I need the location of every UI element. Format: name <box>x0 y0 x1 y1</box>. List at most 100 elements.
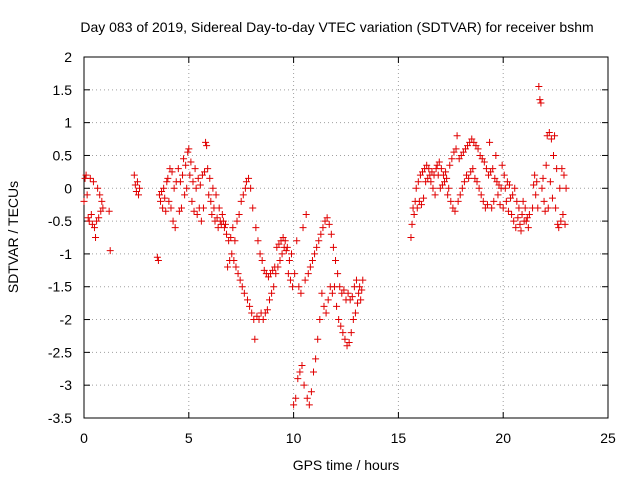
data-point <box>294 375 302 383</box>
data-point <box>297 289 305 297</box>
data-point <box>349 316 357 324</box>
data-point <box>333 302 341 310</box>
data-point <box>357 296 365 304</box>
data-point <box>561 220 569 228</box>
y-tick-label: -0.5 <box>48 213 72 229</box>
data-point <box>186 171 194 179</box>
data-point <box>496 201 504 209</box>
data-point <box>448 155 456 163</box>
data-point <box>86 174 94 182</box>
data-point <box>228 250 236 258</box>
data-point <box>160 184 168 192</box>
grid-layer <box>84 57 608 418</box>
data-point <box>307 388 315 396</box>
data-point <box>479 197 487 205</box>
y-tick-label: -2.5 <box>48 344 72 360</box>
y-tick-label: -1 <box>60 246 73 262</box>
data-point <box>540 197 548 205</box>
data-point <box>188 197 196 205</box>
data-point <box>313 243 321 251</box>
data-point <box>351 309 359 317</box>
data-point <box>541 207 549 215</box>
data-point <box>236 276 244 284</box>
x-tick-label: 10 <box>286 430 302 446</box>
data-point <box>444 191 452 199</box>
data-point <box>134 191 142 199</box>
data-point <box>515 204 523 212</box>
data-point <box>551 132 559 140</box>
data-point <box>314 335 322 343</box>
data-point <box>341 335 349 343</box>
data-point <box>284 270 292 278</box>
data-point <box>542 161 550 169</box>
y-tick-label: -3 <box>60 377 73 393</box>
data-point <box>427 178 435 186</box>
data-point <box>180 155 188 163</box>
data-point <box>319 224 327 232</box>
data-point <box>301 276 309 284</box>
data-point <box>238 283 246 291</box>
data-point <box>328 289 336 297</box>
data-point <box>352 276 360 284</box>
data-point <box>558 165 566 173</box>
data-point <box>174 165 182 173</box>
data-point <box>492 151 500 159</box>
data-point <box>169 217 177 225</box>
data-point <box>555 224 563 232</box>
data-point <box>354 299 362 307</box>
data-point <box>215 204 223 212</box>
data-point <box>339 329 347 337</box>
data-point <box>458 184 466 192</box>
data-point <box>358 286 366 294</box>
y-tick-label: 2 <box>64 49 72 65</box>
data-point <box>154 256 162 264</box>
data-point <box>456 191 464 199</box>
data-point <box>187 158 195 166</box>
data-point <box>340 286 348 294</box>
data-point <box>412 184 420 192</box>
data-point <box>213 214 221 222</box>
y-tick-label: 0 <box>64 180 72 196</box>
data-point <box>522 217 530 225</box>
data-point <box>336 283 344 291</box>
data-point <box>295 283 303 291</box>
data-point <box>490 197 498 205</box>
data-point <box>288 250 296 258</box>
data-point <box>483 201 491 209</box>
data-point <box>204 165 212 173</box>
data-point <box>208 211 216 219</box>
data-point <box>316 316 324 324</box>
data-point <box>293 237 301 245</box>
data-point <box>223 230 231 238</box>
data-point <box>453 132 461 140</box>
data-point <box>282 247 290 255</box>
data-point <box>224 263 232 271</box>
data-point <box>480 158 488 166</box>
data-point <box>80 197 88 205</box>
data-point <box>299 224 307 232</box>
data-point <box>292 394 300 402</box>
data-point <box>234 270 242 278</box>
data-point <box>345 339 353 347</box>
data-point <box>162 207 170 215</box>
data-point <box>556 184 564 192</box>
data-point <box>177 204 185 212</box>
data-point <box>308 256 316 264</box>
data-point <box>194 174 202 182</box>
data-point <box>536 96 544 104</box>
data-point <box>233 217 241 225</box>
data-point <box>176 178 184 186</box>
data-point <box>252 224 260 232</box>
data-point <box>229 224 237 232</box>
data-point <box>106 247 114 255</box>
data-point <box>296 368 304 376</box>
data-point <box>89 178 97 186</box>
y-tick-label: -3.5 <box>48 410 72 426</box>
data-point <box>539 174 547 182</box>
data-point <box>474 145 482 153</box>
data-point <box>559 211 567 219</box>
data-point <box>417 201 425 209</box>
data-point <box>513 197 521 205</box>
data-point <box>92 234 100 241</box>
data-point <box>157 197 165 205</box>
